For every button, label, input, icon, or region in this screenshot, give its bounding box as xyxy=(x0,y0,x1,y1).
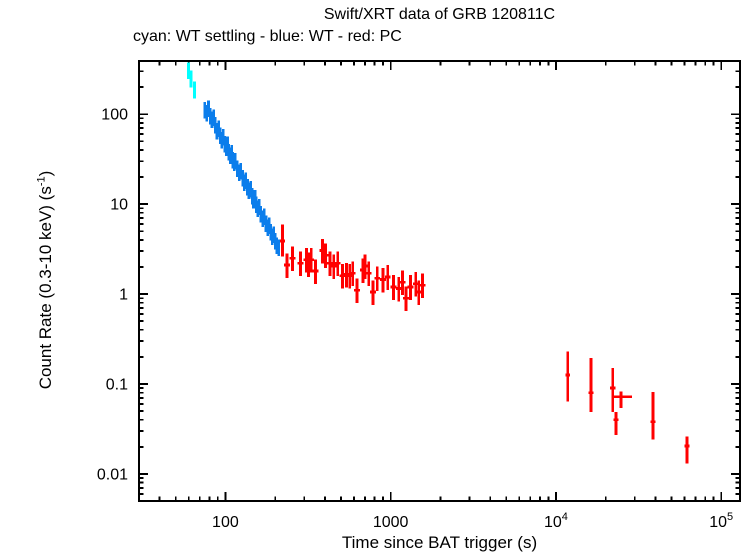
svg-text:100: 100 xyxy=(101,107,128,124)
svg-text:100: 100 xyxy=(212,514,239,531)
y-axis-label: Count Rate (0.3-10 keV) (s-1) xyxy=(35,170,56,390)
y-axis-label-superscript: -1 xyxy=(35,176,48,187)
y-axis-label-close: ) xyxy=(36,170,55,177)
svg-text:105: 105 xyxy=(709,511,733,531)
chart-title: Swift/XRT data of GRB 120811C xyxy=(323,6,556,23)
chart-subtitle-legend: cyan: WT settling - blue: WT - red: PC xyxy=(133,28,402,45)
x-axis-label: Time since BAT trigger (s) xyxy=(341,533,538,552)
svg-text:104: 104 xyxy=(544,511,568,531)
y-axis-label-text: Count Rate (0.3-10 keV) (s xyxy=(36,186,55,390)
svg-text:0.01: 0.01 xyxy=(97,466,128,483)
svg-text:1: 1 xyxy=(119,287,128,304)
svg-text:0.1: 0.1 xyxy=(106,376,128,393)
svg-text:10: 10 xyxy=(110,197,128,214)
svg-text:1000: 1000 xyxy=(373,514,409,531)
